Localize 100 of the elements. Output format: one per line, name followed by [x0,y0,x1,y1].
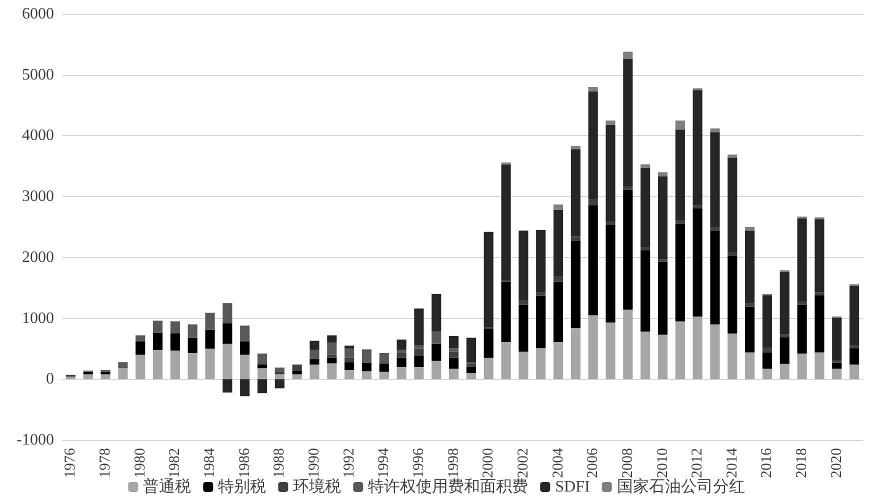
bar [745,304,755,307]
x-tick-label: 2000 [480,448,497,478]
bar [170,321,180,334]
bar [623,190,633,310]
x-tick-label: 1976 [62,448,79,478]
x-tick-label: 1980 [132,448,148,478]
x-tick-label: 1994 [376,448,392,478]
bar [710,324,720,380]
bar [205,312,215,330]
bar [640,332,650,380]
bar [814,295,824,352]
bar [518,230,528,300]
bar [745,352,755,380]
bar [292,374,302,380]
bar [100,372,110,374]
bar [570,236,580,241]
bar [449,348,459,352]
bar [362,371,372,380]
bar [588,91,598,200]
bar [310,364,320,380]
bar [484,358,494,380]
bar [432,332,442,344]
bar [484,328,494,358]
bar [274,371,284,374]
bar [501,164,511,280]
bar [152,320,163,333]
bar [414,346,424,349]
bar [379,364,389,372]
bar [675,224,685,322]
bar [466,373,476,380]
bar [570,149,580,236]
bar [640,164,650,168]
x-tick-label: 1996 [410,448,427,478]
bar [606,120,616,125]
bar [658,262,668,335]
bar [780,272,790,334]
bar [414,356,424,367]
legend-label: 环境税 [293,478,342,496]
x-tick-label: 2010 [654,448,671,478]
bar [257,354,268,365]
bar [396,358,406,367]
bar [396,352,406,358]
bar [379,372,389,380]
bar [692,90,702,206]
bar [170,334,180,351]
bar [553,342,564,380]
bar [466,366,476,374]
bar [257,364,268,368]
bar [623,52,633,60]
bar [414,366,424,380]
bar [728,158,738,253]
bar [292,364,302,371]
bar [274,368,284,372]
bar [814,292,824,296]
bar [814,352,824,380]
bar [710,228,720,231]
bar [745,306,755,352]
x-tick-label: 1986 [236,448,253,478]
bar [850,348,860,365]
bar [728,256,738,334]
bar [100,374,110,380]
bar [432,294,442,332]
bar [623,310,633,380]
x-tick-label: 2004 [550,448,566,478]
bar [710,230,720,324]
bar [606,322,616,380]
bar [432,344,442,361]
legend-label: 普通税 [143,478,192,496]
bar [188,324,198,338]
bar [640,168,650,248]
x-tick-label: 1992 [341,448,358,478]
bar [240,341,250,355]
bar [240,379,250,396]
x-tick-label: 1988 [272,448,288,478]
bar [728,334,738,380]
x-tick-label: 1998 [446,448,462,478]
bar [466,364,476,367]
bar [536,230,546,293]
bar [344,348,354,358]
bar [466,338,476,363]
bar [588,205,598,316]
bar [832,368,842,380]
bar [606,224,616,323]
bar [188,352,198,380]
bar [797,304,807,354]
bar [570,146,580,150]
bar [675,321,685,380]
bar [327,342,337,355]
bar [536,296,546,348]
bar [692,205,702,208]
bar [658,176,668,260]
x-tick-label: 2016 [759,448,776,478]
bar [780,334,790,338]
bar [310,350,320,360]
bar [640,250,650,332]
bar [623,59,633,187]
x-tick-label: 1982 [167,448,184,478]
bar [152,332,163,350]
bar [205,348,215,380]
bar [850,364,860,380]
